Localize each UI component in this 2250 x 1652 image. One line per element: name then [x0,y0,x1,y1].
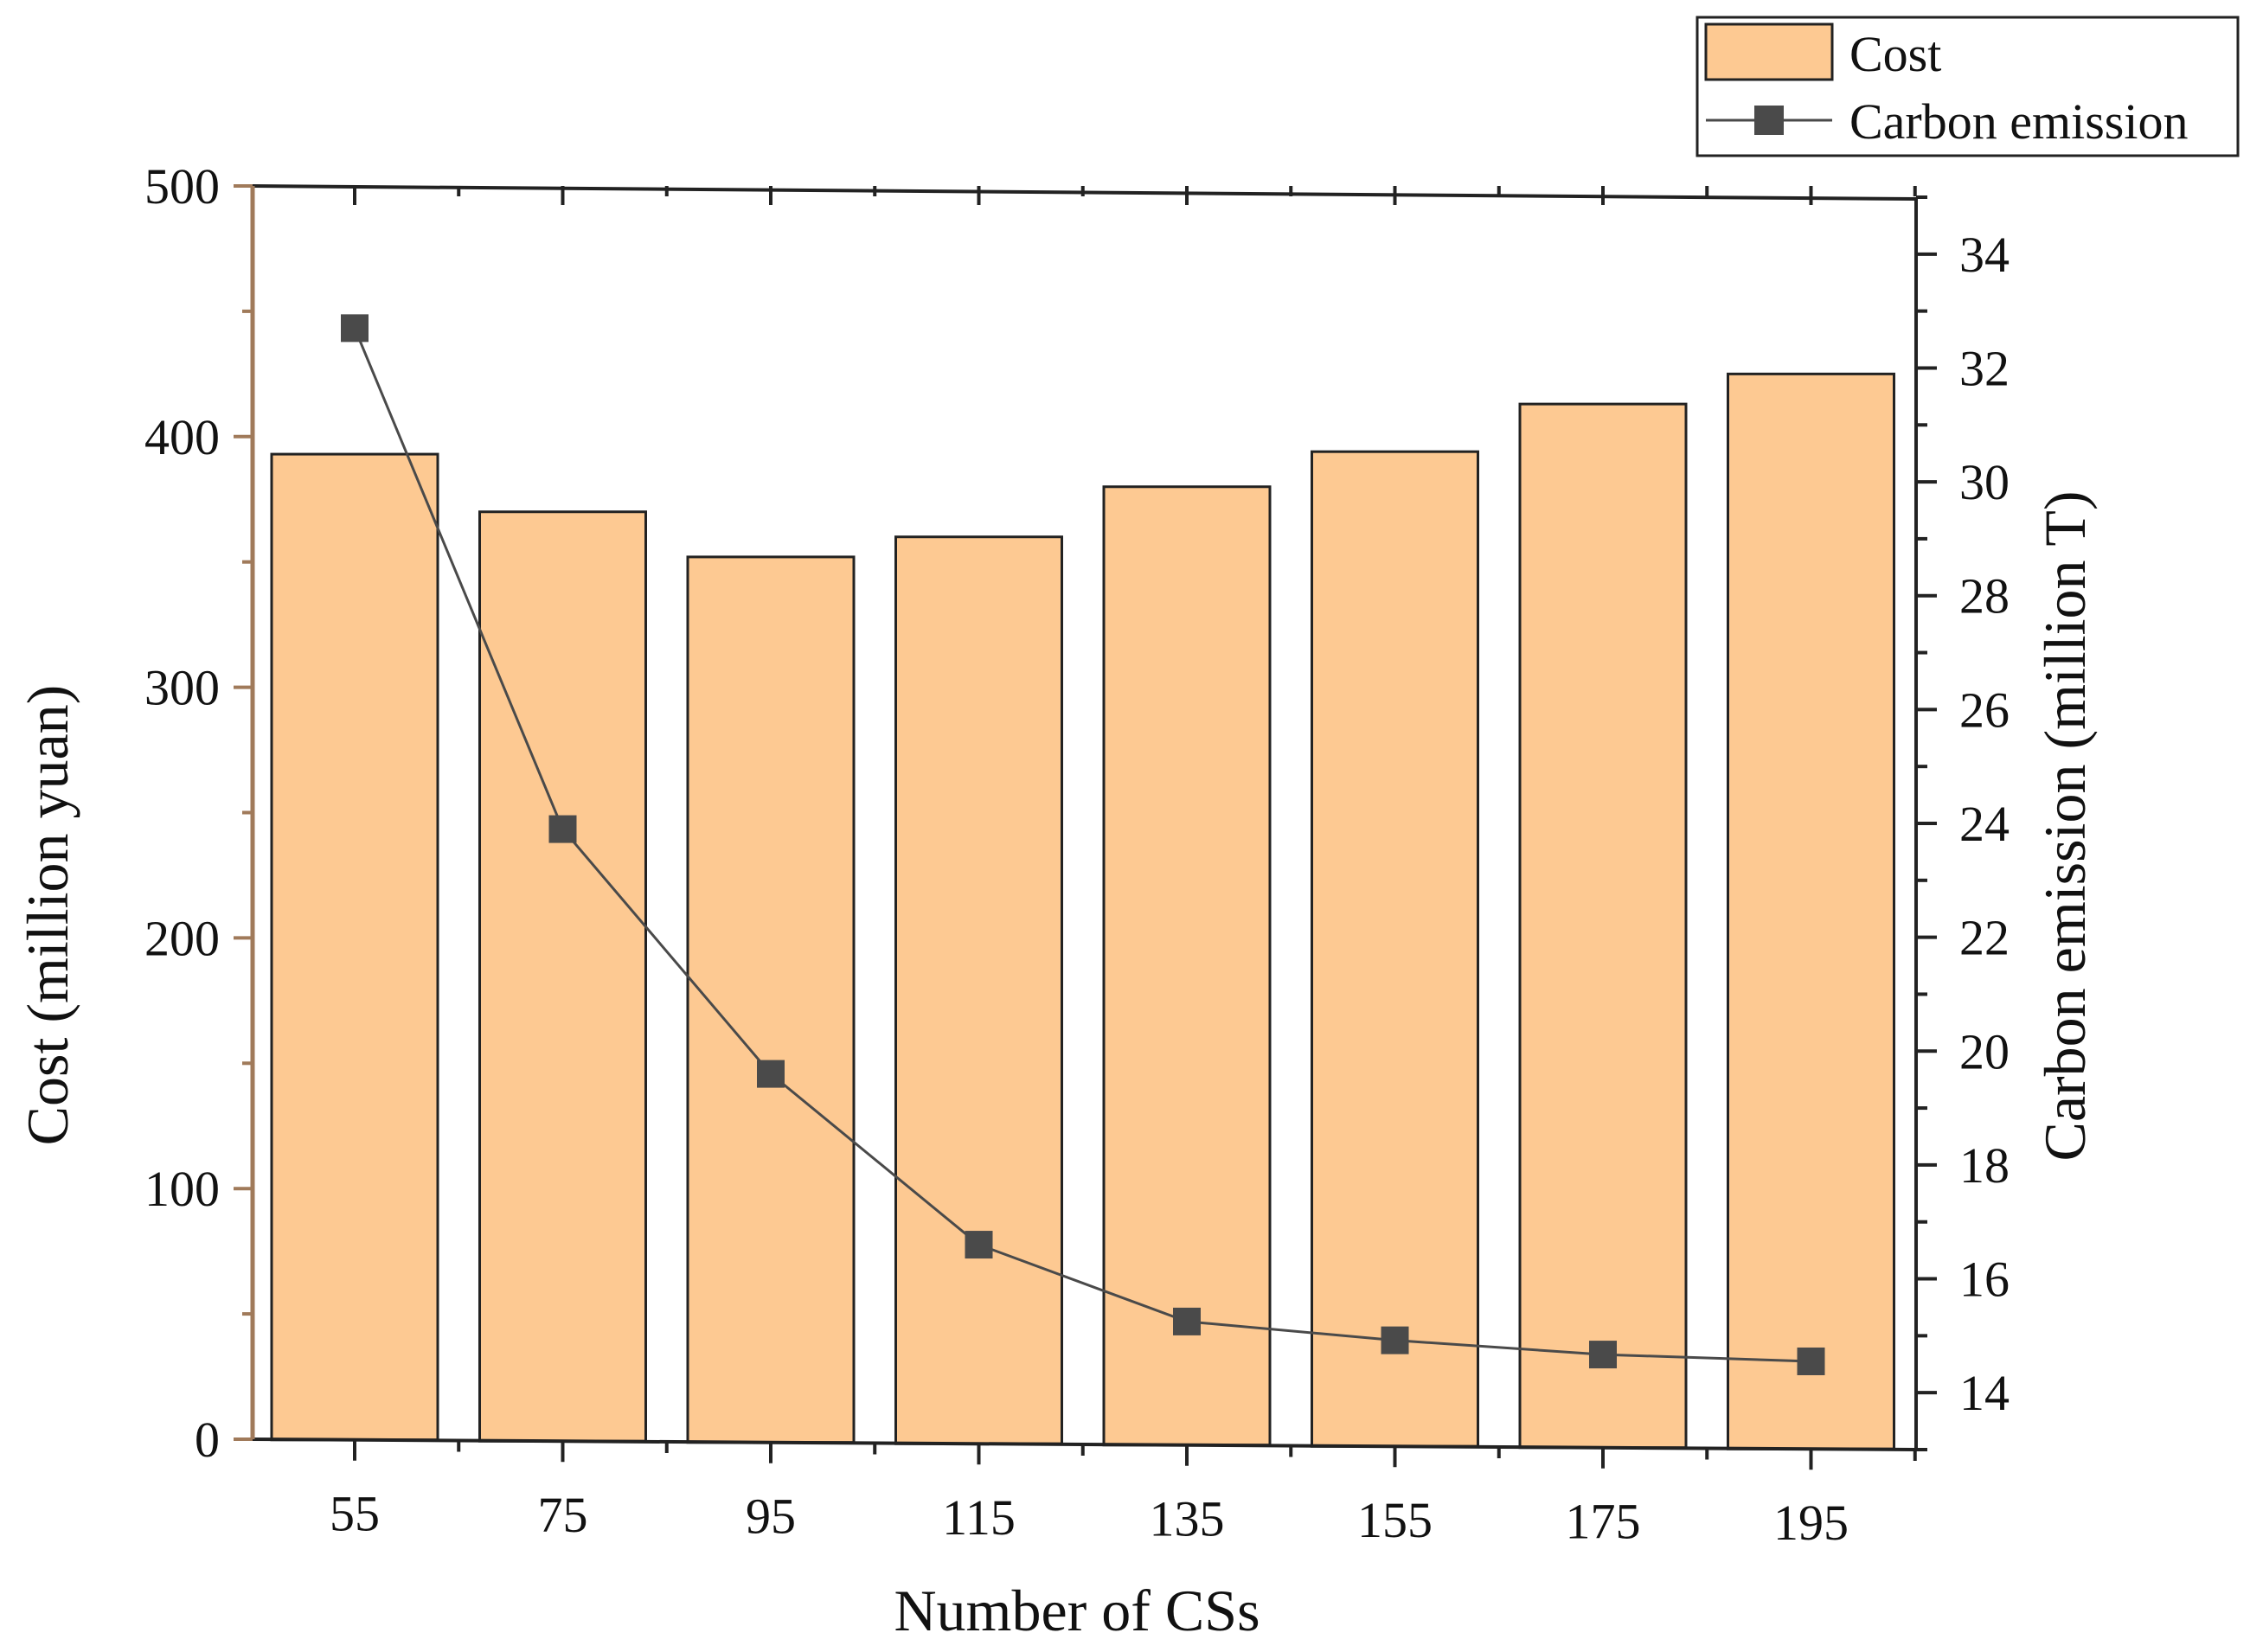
y2-tick-label-24: 24 [1959,796,2010,852]
axes-layer: 0 100 200 300 400 500 14 16 18 20 22 24 26 28 30 32 34 55… [144,158,2010,1551]
y-tick-label-0: 0 [195,1412,220,1468]
x-tick-label-95: 95 [746,1489,796,1545]
y2-tick-label-14: 14 [1959,1365,2010,1421]
bar-55 [270,452,439,1442]
y-tick-label-500: 500 [144,158,220,215]
x-tick-label-175: 175 [1566,1494,1641,1550]
carbon-point-175 [1589,1341,1617,1369]
y2-tick-label-30: 30 [1959,454,2010,510]
y-tick-label-400: 400 [144,409,220,465]
carbon-point-75 [548,815,577,843]
carbon-point-55 [341,314,369,343]
y-tick-label-300: 300 [144,660,220,716]
bar-115 [894,535,1063,1445]
y2-tick-label-18: 18 [1959,1137,2010,1194]
carbon-point-195 [1797,1347,1825,1375]
bar-155 [1311,450,1479,1448]
carbon-point-135 [1173,1307,1201,1335]
y2-tick-label-32: 32 [1959,340,2010,396]
x-tick-label-75: 75 [538,1487,588,1543]
bar-95 [686,555,856,1444]
carbon-point-155 [1381,1326,1409,1354]
bar-175 [1518,402,1688,1450]
bars-layer [270,372,1895,1450]
y2-tick-label-16: 16 [1959,1252,2010,1308]
x-tick-label-135: 135 [1150,1491,1225,1547]
y-tick-label-100: 100 [144,1161,220,1217]
y-axis-title: Cost (million yuan) [15,685,80,1146]
x-tick-label-55: 55 [330,1486,380,1542]
carbon-emission-line [353,327,1811,1363]
bar-135 [1102,485,1272,1447]
legend-cost-label: Cost [1849,26,1941,82]
bar-195 [1727,372,1895,1450]
y2-tick-label-22: 22 [1959,910,2010,966]
legend: Cost Carbon emission [1696,16,2240,157]
legend-carbon-marker [1754,106,1784,135]
y2-tick-label-34: 34 [1959,227,2010,283]
x-tick-label-115: 115 [942,1489,1016,1546]
y2-tick-label-20: 20 [1959,1023,2010,1079]
labels-layer: Number of CSs Cost (million yuan) Carbon… [15,490,2098,1643]
x-axis-title: Number of CSs [894,1578,1260,1643]
bar-75 [478,510,647,1443]
legend-cost-swatch [1704,22,1834,81]
carbon-point-95 [757,1060,785,1088]
legend-carbon-label: Carbon emission [1849,93,2188,150]
carbon-point-115 [965,1231,993,1259]
line-layer [341,314,1825,1375]
y2-tick-label-28: 28 [1959,568,2010,624]
y2-axis-title: Carbon emission (million T) [2032,490,2098,1161]
x-tick-label-195: 195 [1773,1495,1849,1551]
x-tick-label-155: 155 [1357,1492,1433,1548]
y-tick-label-200: 200 [144,910,220,966]
y2-tick-label-26: 26 [1959,682,2010,738]
